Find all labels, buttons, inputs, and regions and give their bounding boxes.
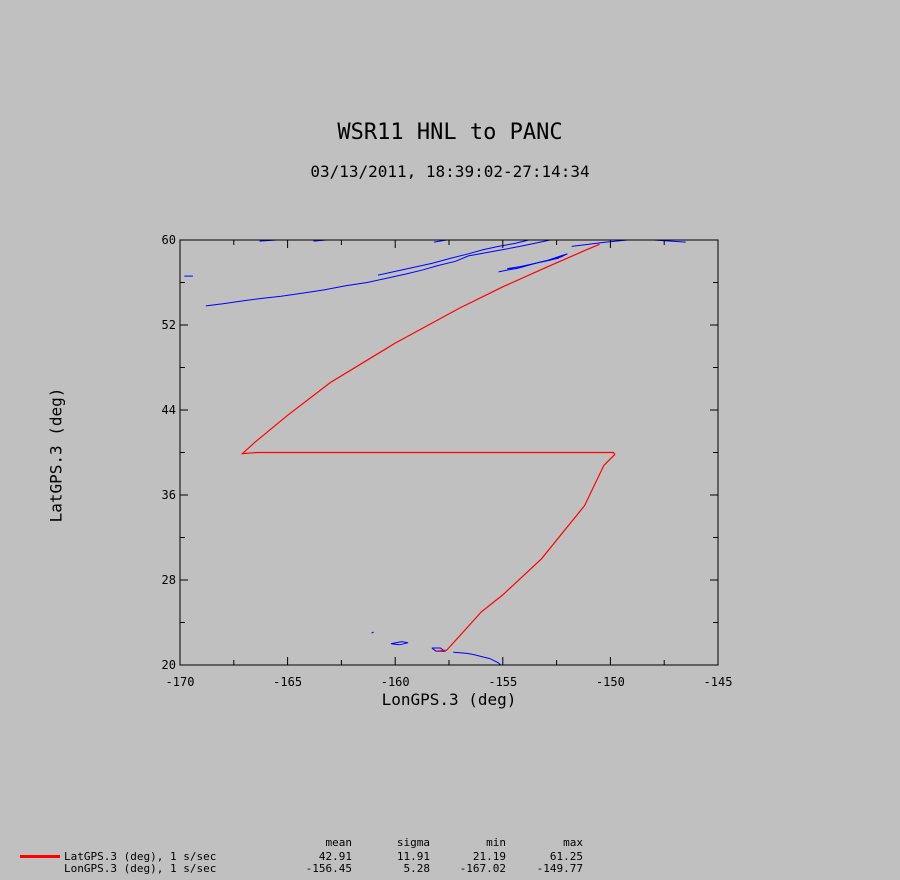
chart-subtitle: 03/13/2011, 18:39:02-27:14:34 [310,162,590,181]
x-tick-label: -160 [381,675,410,689]
y-axis-label: LatGPS.3 (deg) [46,387,66,523]
stats-value: 11.91 [396,850,430,863]
x-tick-label: -155 [488,675,517,689]
stats-value: -149.77 [536,862,583,875]
stats-value: -167.02 [459,862,506,875]
coastline-segment [431,647,447,652]
y-tick-label: 28 [162,573,176,587]
coastline-segment [453,651,501,666]
x-tick-label: -150 [596,675,625,689]
coastline-segment [371,631,374,634]
chart-title: WSR11 HNL to PANC [337,120,563,145]
stats-row-name: LatGPS.3 (deg), 1 s/sec [64,850,217,863]
stats-value: -156.45 [305,862,352,875]
stats-value: 5.28 [403,862,431,875]
coastline-segment [377,239,529,276]
y-tick-label: 60 [162,233,176,247]
coastline-segment [390,641,409,646]
y-tick-label: 20 [162,658,176,672]
y-tick-label: 44 [162,403,176,417]
tick-layer: -170 -165 -160 -155 -150 -145 20 28 36 44 52 60 [162,233,733,689]
legend-line-latgps [20,855,60,858]
x-tick-label: -145 [704,675,733,689]
stats-value: 42.91 [318,850,352,863]
coastline-segment [205,239,551,307]
x-tick-label: -165 [273,675,302,689]
x-axis-label: LonGPS.3 (deg) [381,690,517,709]
x-tick-label: -170 [166,675,195,689]
statistics-table: mean sigma min max LatGPS.3 (deg), 1 s/s… [0,836,900,880]
stats-header-sigma: sigma [396,836,430,849]
stats-row-name: LonGPS.3 (deg), 1 s/sec [64,862,217,875]
coastline-segment [498,257,559,273]
flight-track-line [240,243,616,652]
stats-value: 21.19 [472,850,506,863]
coastline-segment [507,253,568,270]
y-tick-label: 52 [162,318,176,332]
stats-header-max: max [563,836,583,849]
series-layer [184,239,686,666]
stats-value: 61.25 [549,850,583,863]
stats-header-mean: mean [325,836,353,849]
stats-header-min: min [486,836,506,849]
coastline-segment [571,239,628,247]
y-tick-label: 36 [162,488,176,502]
